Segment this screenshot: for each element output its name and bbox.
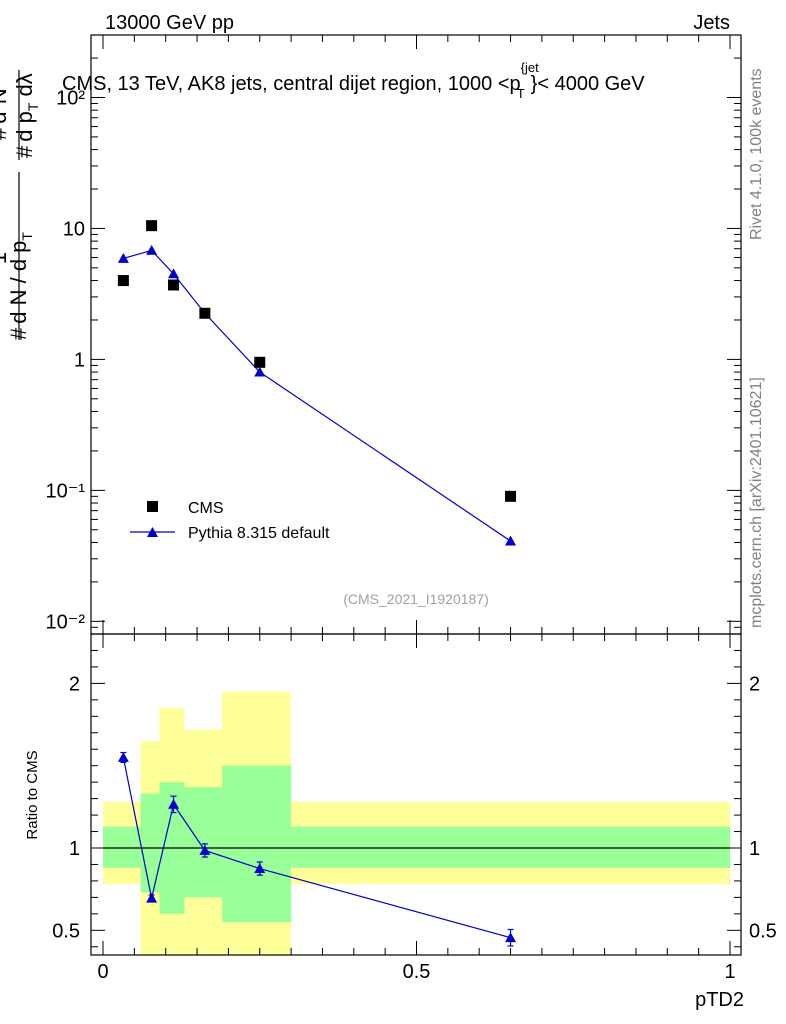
cms-data-point	[168, 279, 180, 291]
x-axis-label: pTD2	[695, 989, 744, 1011]
mc-series-line	[123, 249, 511, 542]
x-tick-label: 0	[97, 961, 108, 983]
ratio-data-layer	[117, 751, 517, 947]
plot-title-sub: T	[517, 86, 525, 101]
header-collision-label: 13000 GeV pp	[105, 12, 234, 34]
ylabel-num-a: d	[0, 112, 11, 124]
main-y-tick-label: 10⁻¹	[46, 480, 86, 502]
svg-text:#d pT dλ: # d pT dλ	[12, 73, 41, 158]
header-process-label: Jets	[693, 12, 730, 34]
cms-data-point	[117, 275, 129, 287]
axes-layer: 10⁻² 10⁻¹ 1 10 10² 0 0.5 1 0.5 0.5 1 1 2 2	[46, 34, 777, 983]
cms-data-point	[199, 307, 211, 319]
ylabel-hash-c: #	[0, 127, 11, 140]
cms-data-point	[146, 220, 158, 232]
main-y-tick-label: 10²	[56, 87, 85, 109]
ylabel-hash-b: #	[12, 145, 37, 158]
mcplots-label: mcplots.cern.ch [arXiv:2401.10621]	[748, 377, 765, 628]
ylabel-one: 1	[0, 252, 11, 264]
main-y-tick-label: 10⁻²	[46, 611, 86, 633]
main-y-tick-label: 10	[63, 218, 85, 240]
band-inner-4	[222, 765, 292, 923]
mc-point	[117, 252, 129, 263]
ylabel-num-b: N	[0, 88, 11, 104]
plot-title: CMS, 13 TeV, AK8 jets, central dijet reg…	[62, 60, 645, 101]
ratio-mc-point	[505, 932, 517, 943]
analysis-id: (CMS_2021_I1920187)	[343, 591, 489, 607]
rivet-version-label: Rivet 4.1.0, 100k events	[748, 68, 765, 240]
svg-text:#d N / d pT: #d N / d pT	[6, 232, 35, 340]
ratio-y-tick-label-right: 2	[749, 673, 760, 695]
ylabel-num-sup: 2	[0, 104, 1, 111]
ratio-mc-point	[146, 892, 158, 903]
x-tick-label: 1	[724, 961, 735, 983]
mc-point	[168, 268, 180, 279]
legend: CMS Pythia 8.315 default	[130, 500, 330, 542]
cms-data-point	[254, 356, 266, 368]
svg-text:#d2N: # d2N	[0, 88, 11, 140]
ylabel-num-e: d	[12, 84, 37, 102]
x-tick-label: 0.5	[403, 961, 431, 983]
ratio-mc-line	[122, 757, 511, 939]
main-y-axis-label: #d N / d pT 1 #d pT dλ #d2N	[0, 70, 41, 340]
ratio-y-tick-label-left: 2	[69, 673, 80, 695]
main-frame	[90, 34, 742, 635]
ratio-y-tick-label-right: 0.5	[749, 920, 777, 942]
legend-marker-mc	[147, 527, 158, 537]
ylabel-num-d: T	[25, 102, 41, 111]
legend-label-mc: Pythia 8.315 default	[188, 525, 330, 542]
ratio-y-axis-label: Ratio to CMS	[24, 750, 41, 839]
band-inner-3	[184, 787, 223, 898]
ylabel-den-b: T	[19, 232, 35, 241]
svg-text:1: 1	[0, 252, 11, 264]
ratio-mc-point	[117, 751, 129, 762]
ratio-mc-point	[199, 844, 211, 855]
ratio-y-tick-label-right: 1	[749, 838, 760, 860]
mc-point	[254, 366, 266, 377]
ratio-y-tick-label-left: 1	[69, 838, 80, 860]
ratio-mc-point	[168, 798, 180, 809]
main-data-layer	[117, 220, 517, 546]
mc-point	[146, 244, 158, 255]
band-inner-5	[291, 826, 730, 868]
plot-title-suffix: }< 4000 GeV	[531, 73, 646, 95]
legend-label-cms: CMS	[188, 500, 224, 517]
main-y-tick-label: 1	[74, 349, 85, 371]
band-inner-0	[103, 826, 141, 868]
ylabel-num-f: λ	[12, 73, 37, 84]
ylabel-num-c: d p	[12, 111, 37, 142]
plot-title-prefix: CMS, 13 TeV, AK8 jets, central dijet reg…	[62, 73, 521, 95]
ratio-y-tick-label-left: 0.5	[52, 920, 80, 942]
legend-marker-cms	[147, 501, 158, 512]
ratio-uncertainty-bands	[103, 691, 730, 955]
plot-title-sup: {jet	[521, 60, 539, 75]
ratio-mc-point	[254, 863, 266, 873]
cms-data-point	[505, 490, 517, 502]
mc-point	[505, 535, 517, 546]
